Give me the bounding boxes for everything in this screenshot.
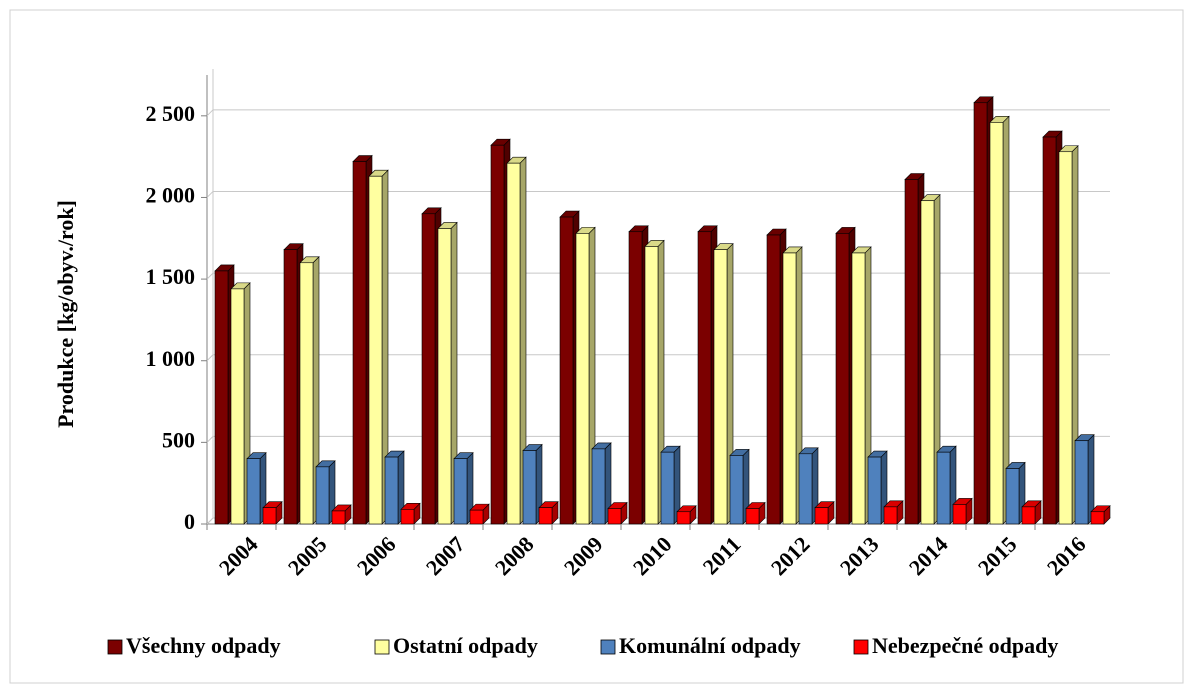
legend-label: Ostatní odpady — [393, 633, 538, 658]
bar — [522, 450, 537, 525]
bar — [952, 504, 967, 525]
grid-line — [206, 354, 1110, 362]
bar — [1005, 468, 1020, 525]
bar — [331, 510, 346, 525]
bar — [506, 162, 521, 525]
bar — [469, 509, 484, 525]
grid-line — [206, 435, 1110, 443]
bar — [368, 175, 383, 525]
bar — [835, 233, 850, 525]
bar — [766, 234, 781, 525]
bar — [607, 508, 622, 525]
bar — [214, 270, 229, 525]
bar — [283, 249, 298, 525]
bar — [814, 507, 829, 525]
bar — [936, 451, 951, 525]
bar — [1074, 440, 1089, 525]
y-tick-label: 500 — [162, 427, 195, 452]
legend-swatch — [107, 639, 123, 655]
bar — [851, 252, 866, 525]
bar — [421, 213, 436, 525]
bar — [575, 233, 590, 525]
bar — [490, 144, 505, 525]
bar — [352, 161, 367, 525]
bar — [246, 458, 261, 525]
bar — [628, 231, 643, 525]
bar — [453, 458, 468, 525]
bar — [1042, 136, 1057, 525]
bar — [989, 122, 1004, 525]
legend-swatch — [853, 639, 869, 655]
bar — [400, 509, 415, 525]
bar — [262, 507, 277, 525]
bar — [591, 448, 606, 525]
legend-label: Komunální odpady — [619, 633, 801, 658]
legend-swatch — [374, 639, 390, 655]
bar — [559, 216, 574, 525]
bar — [1058, 151, 1073, 525]
bar-side — [1002, 115, 1010, 525]
bar — [1090, 511, 1105, 525]
grid-line — [206, 190, 1110, 198]
bar — [798, 453, 813, 525]
legend-swatch — [600, 639, 616, 655]
y-tick-label: 1 500 — [146, 264, 196, 289]
legend-label: Nebezpečné odpady — [872, 633, 1058, 658]
bar — [883, 506, 898, 525]
legend-label: Všechny odpady — [126, 633, 281, 658]
bar — [904, 179, 919, 525]
bar — [782, 252, 797, 525]
bar — [676, 511, 691, 525]
bar — [1021, 506, 1036, 525]
y-tick-label: 2 000 — [146, 183, 196, 208]
bar — [697, 231, 712, 525]
y-tick-label: 1 000 — [146, 346, 196, 371]
bar — [384, 456, 399, 525]
bar — [538, 507, 553, 525]
bar — [230, 288, 245, 525]
bar — [299, 262, 314, 525]
bar — [745, 508, 760, 525]
grid-line — [206, 109, 1110, 117]
bar — [920, 200, 935, 525]
grid-line — [206, 272, 1110, 280]
bar — [315, 466, 330, 525]
bar — [660, 451, 675, 525]
bar — [973, 102, 988, 525]
bar — [437, 228, 452, 525]
y-tick-label: 0 — [184, 509, 195, 534]
bar — [867, 456, 882, 525]
bar — [644, 246, 659, 525]
bar — [729, 455, 744, 525]
y-axis-label: Produkce [kg/obyv./rok] — [53, 200, 78, 428]
y-tick-label: 2 500 — [146, 101, 196, 126]
bar — [713, 249, 728, 525]
